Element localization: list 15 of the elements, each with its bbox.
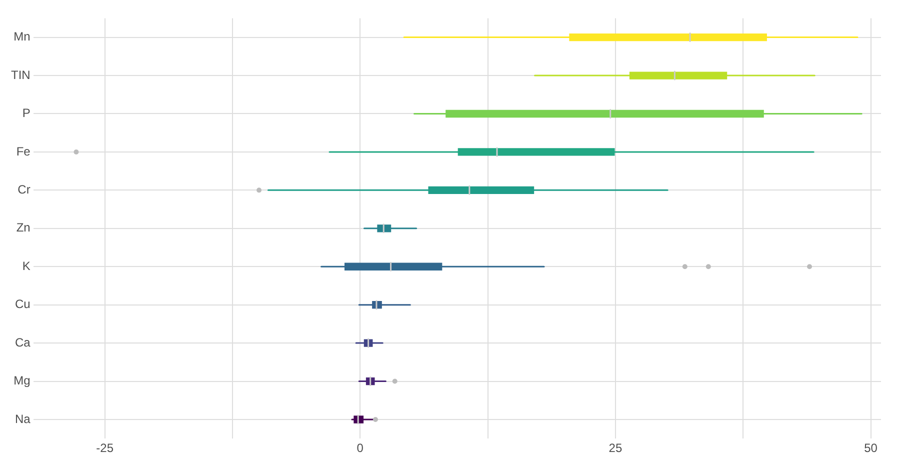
y-tick-label: P — [22, 106, 30, 120]
y-tick-label: Mn — [14, 30, 30, 44]
y-tick-label: K — [22, 258, 30, 273]
x-tick-label: 0 — [356, 441, 364, 456]
x-tick-label: -25 — [96, 441, 114, 456]
y-tick-label: Zn — [16, 220, 30, 235]
y-tick-label: Na — [14, 412, 31, 426]
y-tick-label: Cr — [18, 182, 30, 196]
y-tick-label: Cu — [14, 297, 30, 312]
y-tick-label: Ca — [14, 335, 31, 350]
y-tick-label: Mg — [14, 374, 30, 388]
x-tick-label: 50 — [864, 441, 878, 456]
x-tick-label: 25 — [608, 441, 622, 456]
y-tick-label: Fe — [16, 144, 31, 158]
y-tick-label: TIN — [10, 68, 30, 82]
